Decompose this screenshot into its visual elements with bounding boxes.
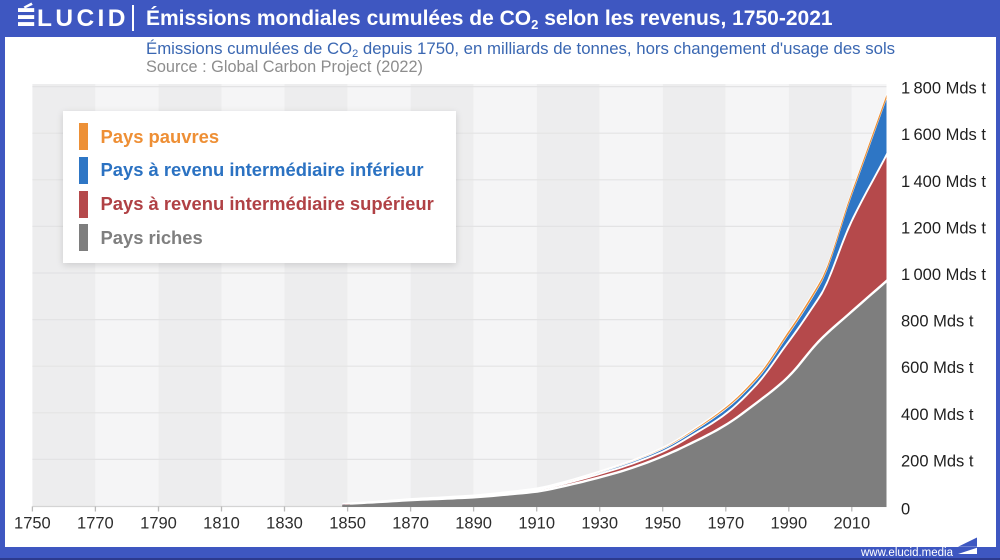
svg-text:1 800 Mds t: 1 800 Mds t (901, 80, 986, 98)
svg-text:1 600 Mds t: 1 600 Mds t (901, 126, 986, 144)
svg-text:1850: 1850 (329, 515, 366, 533)
svg-text:1930: 1930 (581, 515, 618, 533)
svg-text:800 Mds t: 800 Mds t (901, 313, 974, 331)
svg-text:1970: 1970 (707, 515, 744, 533)
svg-text:1750: 1750 (14, 515, 51, 533)
svg-text:2010: 2010 (833, 515, 870, 533)
svg-text:1950: 1950 (644, 515, 681, 533)
svg-text:400 Mds t: 400 Mds t (901, 406, 974, 424)
svg-text:1990: 1990 (770, 515, 807, 533)
svg-text:600 Mds t: 600 Mds t (901, 359, 974, 377)
svg-text:1 200 Mds t: 1 200 Mds t (901, 219, 986, 237)
svg-text:LUCID: LUCID (37, 5, 128, 32)
svg-text:1810: 1810 (203, 515, 240, 533)
svg-text:200 Mds t: 200 Mds t (901, 452, 974, 470)
svg-text:1890: 1890 (455, 515, 492, 533)
svg-text:0: 0 (901, 501, 910, 519)
svg-text:1830: 1830 (266, 515, 303, 533)
svg-text:1770: 1770 (77, 515, 114, 533)
svg-text:1 000 Mds t: 1 000 Mds t (901, 266, 986, 284)
svg-text:1910: 1910 (518, 515, 555, 533)
svg-text:1870: 1870 (392, 515, 429, 533)
svg-text:1790: 1790 (140, 515, 177, 533)
svg-text:1 400 Mds t: 1 400 Mds t (901, 173, 986, 191)
